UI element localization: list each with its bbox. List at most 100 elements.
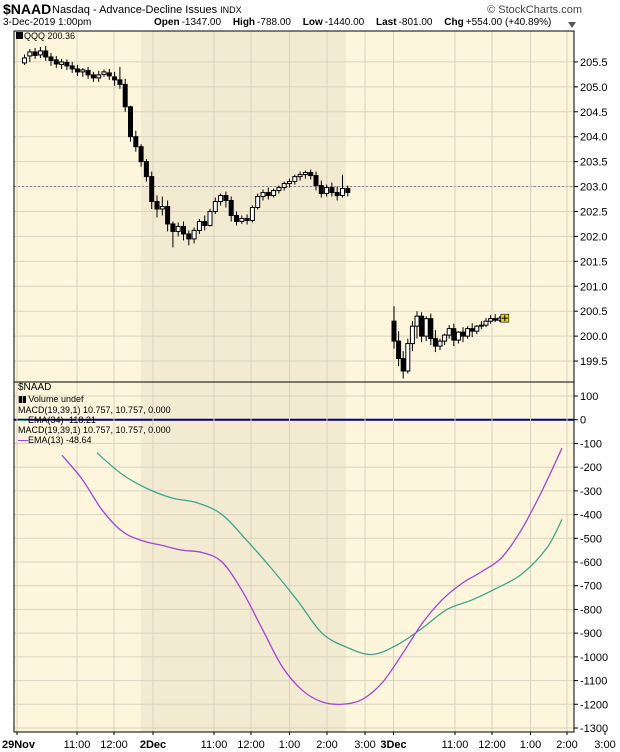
price-candles [22, 45, 510, 379]
quote-line: Open -1347.00 High -788.00 Low -1440.00 Las… [154, 17, 552, 28]
candle-body [446, 328, 452, 336]
time-tick-label: 2:00 [556, 739, 577, 751]
price-tick-label: 205.5 [580, 57, 608, 69]
time-tick-label: 29Nov [2, 739, 36, 751]
price-tick-label: 201.0 [580, 281, 608, 293]
candle-body [423, 318, 429, 337]
low-value: -1440.00 [324, 17, 365, 28]
candle-body [455, 331, 461, 341]
candle-body [469, 328, 475, 332]
indicator-lines [61, 447, 563, 706]
symbol-title: $NAAD [3, 1, 52, 17]
candle-body [414, 315, 420, 327]
candle-body [159, 206, 165, 210]
candle-body [334, 192, 340, 197]
time-tick-label: 12:00 [237, 739, 265, 751]
candle-body [255, 196, 261, 208]
time-tick-label: 2Dec [140, 739, 166, 751]
price-tick-label: 204.5 [580, 107, 608, 119]
candle-body [106, 72, 112, 77]
candle-body [181, 225, 186, 235]
time-tick-label: 12:00 [100, 739, 128, 751]
open-value: -1347.00 [181, 17, 222, 28]
candle-body [27, 51, 33, 57]
candle-body [149, 176, 155, 203]
candle-body [37, 50, 43, 56]
candle-body [165, 206, 171, 225]
time-tick-label: 2:00 [316, 739, 337, 751]
copyright-notice[interactable]: © StockCharts.com [487, 4, 582, 16]
candle-body [297, 174, 303, 178]
candle-body [400, 358, 406, 372]
price-tick-label: 200.0 [580, 331, 608, 343]
dropdown-arrow-icon[interactable] [568, 21, 576, 29]
volume-bars-icon: ▮▮ [18, 394, 27, 404]
candle-body [196, 220, 202, 231]
candle-body [271, 190, 277, 197]
time-tick-label: 11:00 [201, 739, 228, 751]
candle-body [239, 217, 245, 222]
time-tick-label: 3:00 [594, 739, 615, 751]
indicator-tick-label: -500 [580, 533, 602, 545]
candle-body [391, 320, 397, 342]
candle-body [483, 320, 489, 326]
candle-body [437, 340, 443, 347]
macd1-legend: MACD(19,39,1) 10.757, 10.757, 0.000 [18, 405, 171, 415]
indicator-tick-label: -800 [580, 604, 602, 616]
candle-body [451, 328, 457, 341]
candle-body [432, 338, 438, 347]
candle-body [59, 61, 65, 65]
candle-body [223, 195, 229, 202]
candle-body [69, 65, 75, 70]
candle-body [186, 233, 192, 240]
indicator-tick-label: 0 [580, 415, 586, 427]
quote-date: 3-Dec-2019 1:00pm [3, 17, 92, 28]
price-tick-label: 201.5 [580, 256, 608, 268]
candle-body [154, 201, 160, 210]
high-value: -788.00 [257, 17, 291, 28]
candle-body [409, 325, 415, 345]
candle-body [492, 318, 498, 321]
candle-body [249, 206, 255, 221]
candle-body [396, 340, 402, 360]
candle-body [234, 214, 239, 222]
indicator-tick-label: -200 [580, 462, 602, 474]
candle-body [318, 185, 324, 195]
time-tick-label: 3:00 [354, 739, 375, 751]
indicator-tick-label: -900 [580, 628, 602, 640]
candle-body [428, 318, 434, 340]
candle-body [488, 318, 494, 322]
candle-body [474, 325, 480, 332]
candle-body [313, 175, 319, 187]
indicator-tick-label: -1000 [580, 652, 608, 664]
symbol-name: Nasdaq - Advance-Decline Issues INDX [52, 4, 242, 16]
candle-body [96, 74, 102, 79]
candle-body [478, 324, 484, 327]
price-tick-label: 199.5 [580, 356, 608, 368]
candle-swatch-icon [16, 32, 23, 39]
candle-body [112, 76, 118, 81]
candle-body [324, 187, 330, 195]
time-tick-label: 11:00 [442, 739, 469, 751]
candle-body [419, 315, 425, 337]
candle-body [128, 106, 133, 138]
time-tick-label: 3Dec [380, 739, 406, 751]
indicator-tick-label: -100 [580, 438, 602, 450]
candle-body [191, 229, 197, 240]
candle-body [292, 176, 298, 183]
price-legend: QQQ 200.36 [16, 31, 75, 41]
candle-body [175, 225, 181, 232]
candle-body [138, 146, 144, 163]
candle-body [122, 83, 128, 108]
candle-body [405, 343, 411, 372]
price-tick-label: 205.0 [580, 82, 608, 94]
candle-body [212, 201, 218, 212]
candle-body [442, 334, 448, 342]
candle-body [340, 188, 345, 197]
candle-body [64, 61, 70, 67]
candle-body [265, 192, 271, 197]
price-tick-label: 203.0 [580, 182, 608, 194]
candle-body [308, 172, 314, 177]
indicator-tick-label: -1100 [580, 676, 607, 688]
volume-legend: ▮▮ Volume undef [18, 394, 84, 404]
